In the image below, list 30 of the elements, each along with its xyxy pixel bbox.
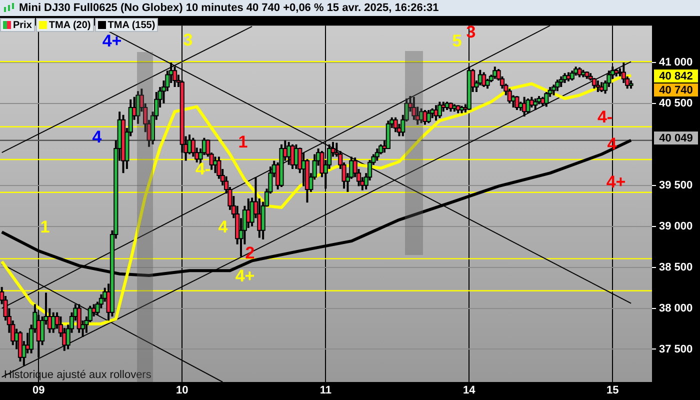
x-tick-label: 09 bbox=[32, 384, 45, 397]
x-tick-label: 14 bbox=[463, 384, 476, 397]
text: 40 049 bbox=[659, 132, 693, 145]
annotation: 4- bbox=[195, 160, 211, 179]
annotation: 4+ bbox=[235, 266, 255, 286]
text: 40 740 bbox=[659, 84, 693, 97]
annotation: 4- bbox=[597, 108, 613, 127]
annotation: 1 bbox=[40, 218, 50, 237]
y-tick-label: 39 500 bbox=[659, 179, 693, 192]
annotation: 4+ bbox=[102, 32, 122, 51]
annotation: 3 bbox=[183, 30, 193, 50]
y-tick-label: 40 500 bbox=[659, 97, 693, 110]
text: 40 842 bbox=[659, 70, 693, 83]
x-tick-label: 15 bbox=[606, 384, 619, 397]
y-tick-label: 39 000 bbox=[659, 220, 693, 232]
legend-label: TMA (20) bbox=[48, 20, 91, 30]
annotation: 4+ bbox=[606, 172, 626, 192]
y-tick-label: 38 000 bbox=[659, 302, 693, 314]
chart-title: Mini DJ30 Full0625 (No Globex) 10 minutes 40 740 +0,06 % 15 avr. 2025, 16:26:31 bbox=[19, 1, 439, 16]
legend-label: Prix bbox=[13, 20, 32, 30]
annotation: 1 bbox=[238, 132, 248, 152]
x-tick-label: 11 bbox=[320, 384, 332, 397]
x-tick-label: 10 bbox=[176, 384, 188, 397]
y-tick-label: 38 500 bbox=[659, 261, 693, 274]
annotation: 5 bbox=[452, 32, 462, 51]
y-tick-label: 37 500 bbox=[659, 343, 693, 356]
annotation: 4 bbox=[92, 128, 102, 147]
legend-label: TMA (155) bbox=[108, 20, 156, 30]
annotation: 4 bbox=[218, 218, 228, 237]
y-tick-label: 41 000 bbox=[659, 56, 693, 68]
